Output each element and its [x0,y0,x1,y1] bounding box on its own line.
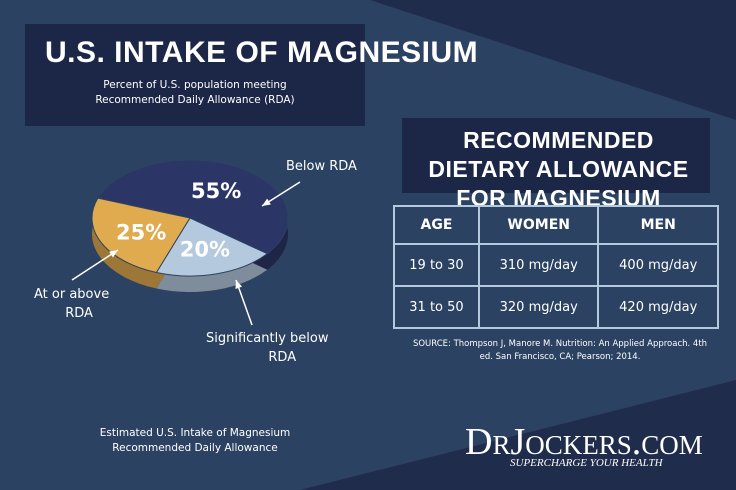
subtitle: Percent of U.S. population meeting Recom… [95,79,295,106]
bg-shape [300,380,736,490]
category-label: Below RDA [286,159,357,174]
arrow-head [262,198,271,206]
table-header-cell: AGE [393,205,480,245]
table-row: 19 to 30 310 mg/day 400 mg/day [393,243,719,287]
brand-tagline: SUPERCHARGE YOUR HEALTH [510,457,663,469]
table-header-cell: MEN [597,205,719,245]
bg-shape [370,0,736,120]
table-cell: 19 to 30 [393,243,480,287]
title-box [25,24,365,126]
category-label: At or above RDA [34,287,109,321]
table-cell: 400 mg/day [597,243,719,287]
value-label: 55% [191,179,241,203]
brand-name: DrJockers.com [465,421,703,463]
pie-slice [155,217,269,277]
table: AGE WOMEN MEN 19 to 30 310 mg/day 400 mg/day 3… [393,205,719,329]
caption: Estimated U.S. Intake of Magnesium Recom… [99,427,291,454]
table-title: RECOMMENDED DIETARY ALLOWANCE FOR MAGNES… [428,127,689,211]
table-row: 31 to 50 320 mg/day 420 mg/day [393,285,719,329]
table-cell: 31 to 50 [393,285,480,329]
table-header-cell: WOMEN [477,205,600,245]
table-title-box [402,118,710,193]
table-header-row: AGE WOMEN MEN [393,205,719,245]
table-cell: 420 mg/day [597,285,719,329]
pie-chart: 55% 25% 20% Below RDA At or above RDA Signific… [34,159,357,365]
source: SOURCE: Thompson J, Manore M. Nutrition:… [412,339,708,362]
pie-slice [91,197,191,274]
value-label: 20% [180,238,230,262]
arrow-head [109,250,118,258]
value-label: 25% [116,220,166,244]
category-label: Significantly below RDA [206,331,329,365]
pie-slice [97,159,289,255]
title: U.S. INTAKE OF MAGNESIUM [45,36,479,69]
table-cell: 320 mg/day [477,285,600,329]
table-cell: 310 mg/day [477,243,600,287]
arrow [71,249,119,281]
arrow-head [235,280,243,289]
